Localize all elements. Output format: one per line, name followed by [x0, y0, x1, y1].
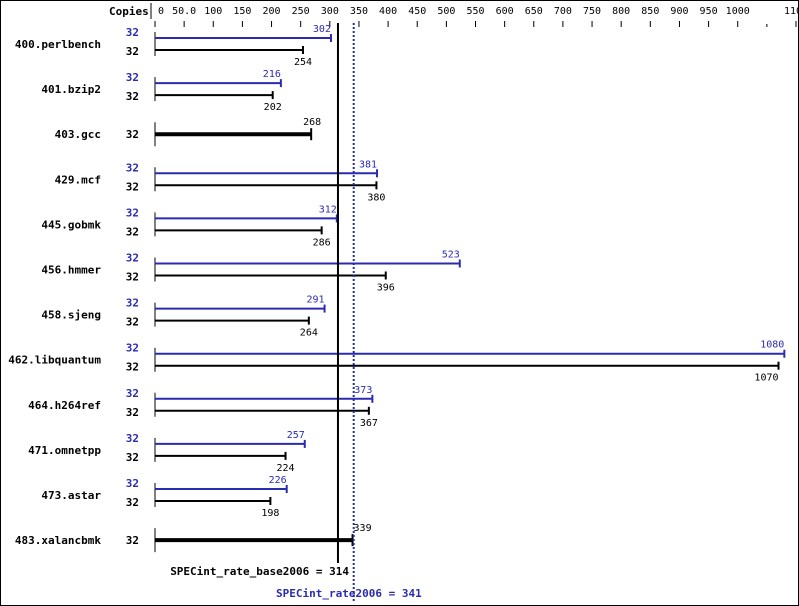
x-tick-label: 0: [158, 6, 164, 17]
peak-copies-label: 32: [126, 71, 139, 84]
base-value-label: 198: [261, 508, 279, 519]
benchmark-name: 400.perlbench: [15, 38, 101, 51]
x-axis: 0 50.0 100 150 200 250 300 350 400 450 500 550 600 65…: [154, 6, 799, 27]
peak-copies-label: 32: [126, 477, 139, 490]
benchmark-row: 458.sjeng 32 32 291 264: [41, 295, 326, 339]
base-copies-label: 32: [126, 271, 139, 284]
peak-value-label: 257: [287, 430, 305, 441]
x-tick-label: 350: [350, 6, 368, 17]
benchmark-row: 429.mcf 32 32 381 380: [55, 159, 386, 203]
x-tick-label: 50.0: [172, 6, 196, 17]
base-copies-label: 32: [126, 361, 139, 374]
peak-value-label: 373: [354, 385, 372, 396]
benchmark-row: 471.omnetpp 32 32 257 224: [28, 430, 306, 474]
base-copies-label: 32: [126, 316, 139, 329]
x-tick-label: 750: [583, 6, 601, 17]
base-value-label: 339: [354, 523, 372, 534]
peak-value-label: 1080: [760, 340, 784, 351]
base-value-label: 367: [360, 418, 378, 429]
base-copies-label: 32: [126, 496, 139, 509]
peak-value-label: 312: [319, 204, 337, 215]
peak-value-label: 302: [313, 24, 331, 35]
x-tick-label: 550: [466, 6, 484, 17]
base-value-label: 254: [294, 57, 312, 68]
x-tick-label: 450: [408, 6, 426, 17]
benchmark-row: 400.perlbench 32 32 302 254: [15, 24, 332, 68]
benchmark-name: 458.sjeng: [41, 309, 101, 322]
reference-lines: SPECint_rate_base2006 = 314 SPECint_rate2…: [170, 23, 422, 601]
x-tick-label: 1100: [784, 6, 799, 17]
x-tick-label: 500: [437, 6, 455, 17]
bars: 400.perlbench 32 32 302 254 401.bzip2 32 32 216 2…: [8, 24, 786, 553]
benchmark-row: 403.gcc 32 268: [55, 117, 321, 147]
peak-copies-label: 32: [126, 432, 139, 445]
peak-value-label: 381: [359, 159, 377, 170]
peak-value-label: 291: [307, 295, 325, 306]
copies-label: 32: [126, 534, 139, 547]
peak-reference-label: SPECint_rate2006 = 341: [276, 587, 422, 600]
x-tick-label: 1000: [726, 6, 750, 17]
x-tick-label: 250: [292, 6, 310, 17]
base-reference-label: SPECint_rate_base2006 = 314: [170, 565, 349, 578]
x-tick-label: 400: [379, 6, 397, 17]
peak-copies-label: 32: [126, 252, 139, 265]
base-value-label: 224: [276, 463, 294, 474]
benchmark-row: 483.xalancbmk 32 339: [15, 523, 372, 553]
benchmark-name: 429.mcf: [55, 173, 101, 186]
peak-copies-label: 32: [126, 342, 139, 355]
benchmark-name: 471.omnetpp: [28, 444, 101, 457]
benchmark-name: 456.hmmer: [41, 264, 101, 277]
base-value-label: 380: [367, 192, 385, 203]
benchmark-row: 456.hmmer 32 32 523 396: [41, 250, 461, 294]
base-copies-label: 32: [126, 406, 139, 419]
benchmark-name: 473.astar: [41, 489, 101, 502]
x-tick-label: 650: [525, 6, 543, 17]
base-copies-label: 32: [126, 180, 139, 193]
copies-label: 32: [126, 128, 139, 141]
base-value-label: 1070: [754, 373, 778, 384]
benchmark-row: 445.gobmk 32 32 312 286: [41, 204, 338, 248]
x-tick-label: 150: [233, 6, 251, 17]
benchmark-name: 403.gcc: [55, 128, 101, 141]
peak-copies-label: 32: [126, 161, 139, 174]
peak-value-label: 226: [269, 475, 287, 486]
peak-copies-label: 32: [126, 206, 139, 219]
base-copies-label: 32: [126, 451, 139, 464]
benchmark-name: 445.gobmk: [41, 218, 101, 231]
peak-value-label: 216: [263, 69, 281, 80]
base-copies-label: 32: [126, 90, 139, 103]
x-tick-label: 950: [700, 6, 718, 17]
benchmark-name: 401.bzip2: [41, 83, 101, 96]
peak-value-label: 523: [442, 250, 460, 261]
x-tick-label: 200: [263, 6, 281, 17]
x-tick-label: 850: [641, 6, 659, 17]
x-tick-label: 100: [204, 6, 222, 17]
benchmark-row: 464.h264ref 32 32 373 367: [28, 385, 378, 429]
base-value-label: 202: [264, 102, 282, 113]
base-copies-label: 32: [126, 225, 139, 238]
benchmark-name: 464.h264ref: [28, 399, 101, 412]
copies-header: Copies: [109, 5, 149, 18]
base-copies-label: 32: [126, 45, 139, 58]
peak-copies-label: 32: [126, 26, 139, 39]
x-tick-label: 700: [554, 6, 572, 17]
benchmark-row: 473.astar 32 32 226 198: [41, 475, 288, 519]
peak-copies-label: 32: [126, 297, 139, 310]
x-tick-label: 800: [612, 6, 630, 17]
base-value-label: 268: [303, 117, 321, 128]
benchmark-name: 462.libquantum: [8, 354, 101, 367]
x-tick-label: 300: [321, 6, 339, 17]
benchmark-row: 401.bzip2 32 32 216 202: [41, 69, 282, 113]
x-tick-label: 600: [496, 6, 514, 17]
base-value-label: 264: [300, 328, 318, 339]
peak-copies-label: 32: [126, 387, 139, 400]
base-value-label: 286: [313, 237, 331, 248]
benchmark-name: 483.xalancbmk: [15, 534, 101, 547]
benchmark-row: 462.libquantum 32 32 1080 1070: [8, 340, 786, 384]
x-tick-label: 900: [670, 6, 688, 17]
base-value-label: 396: [377, 283, 395, 294]
